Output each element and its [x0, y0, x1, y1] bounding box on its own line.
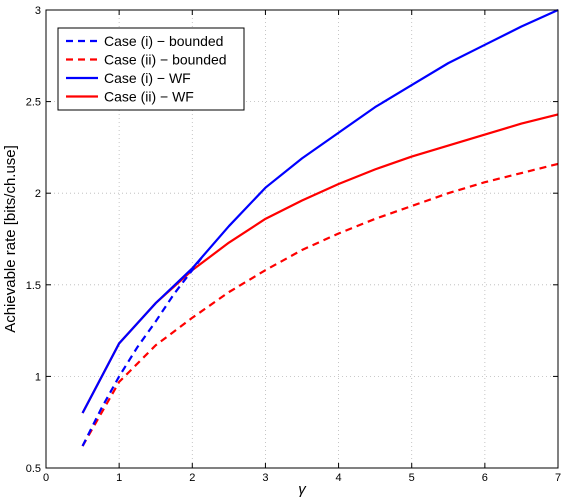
- plot-frame: [45, 9, 559, 469]
- series-group: [81, 8, 559, 447]
- y-axis-label: Achievable rate [bits/ch.use]: [2, 145, 19, 333]
- y-tick-label: 1.5: [26, 280, 41, 292]
- x-tick-label: 6: [482, 472, 488, 484]
- legend: Case (i) − bounded Case (ii) − bounded Cas…: [57, 27, 245, 111]
- x-tick-label: 5: [409, 472, 415, 484]
- y-tick-label: 1: [35, 371, 41, 383]
- x-axis-label: γ: [298, 481, 307, 498]
- legend-label-0: Case (i) − bounded: [104, 33, 223, 49]
- x-tick-label: 4: [336, 472, 342, 484]
- tick-labels: 0 1 2 3 4 5 6 7 0.5 1 1.5 2 2.5 3: [26, 5, 561, 484]
- x-tick-label: 1: [116, 472, 122, 484]
- y-tick-label: 2.5: [26, 97, 41, 109]
- legend-label-1: Case (ii) − bounded: [104, 52, 227, 68]
- series-line-2: [81, 8, 559, 414]
- legend-label-2: Case (i) − WF: [104, 70, 191, 86]
- x-tick-label: 7: [555, 472, 561, 484]
- x-tick-label: 3: [262, 472, 268, 484]
- x-tick-label: 2: [189, 472, 195, 484]
- y-tick-label: 2: [35, 188, 41, 200]
- x-tick-label: 0: [43, 472, 49, 484]
- axis-ticks: [45, 9, 559, 469]
- series-line-1: [81, 162, 559, 447]
- y-tick-label: 3: [35, 5, 41, 17]
- y-tick-label: 0.5: [26, 463, 41, 475]
- legend-label-3: Case (ii) − WF: [104, 89, 194, 105]
